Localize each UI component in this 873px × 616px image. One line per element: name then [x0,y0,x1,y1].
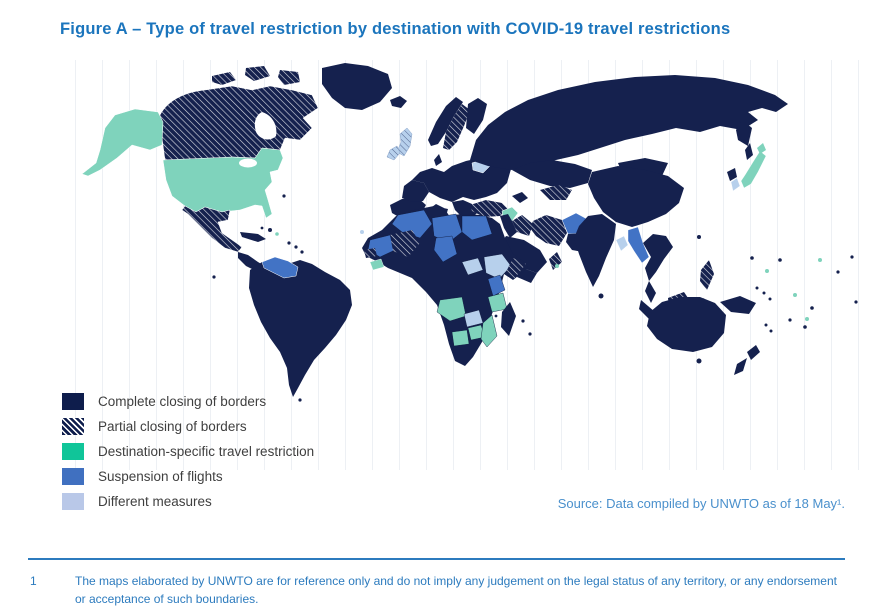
region-kamchatka [736,120,752,146]
region-southeast-asia [643,234,673,281]
region-iran [530,215,567,246]
legend-swatch-partial [62,418,84,435]
legend-label: Destination-specific travel restriction [98,444,315,459]
region-myanmar [627,226,650,264]
region-atlantic-islands [360,230,364,234]
region-kazakhstan [512,160,592,188]
region-levant [500,214,517,238]
region-pacific-islands-teal [765,258,822,321]
region-venezuela [261,256,299,279]
region-arctic-islands [212,66,300,85]
region-melanesia-islands [755,286,773,333]
region-finland [466,98,487,134]
region-south-america [249,260,352,397]
legend-item-destination: Destination-specific travel restriction [62,443,314,460]
region-cuba [240,232,266,242]
legend-label: Partial closing of borders [98,419,247,434]
region-bangladesh [615,235,629,252]
map-legend: Complete closing of borders Partial clos… [62,393,314,510]
region-new-zealand-north [747,345,760,360]
region-norway [428,97,463,146]
region-madagascar [501,302,516,336]
region-oman [549,252,562,270]
world-map-svg [81,63,858,402]
region-saudi-arabia [502,236,547,273]
region-algeria [391,209,433,239]
region-greenland [322,63,392,110]
legend-swatch-complete [62,393,84,410]
legend-item-different: Different measures [62,493,314,510]
legend-swatch-flights [62,468,84,485]
region-south-korea [730,177,741,192]
footnote: 1 The maps elaborated by UNWTO are for r… [30,572,845,608]
region-turkey [470,200,508,217]
region-libya [431,213,463,244]
region-uk [396,127,413,157]
region-iceland [390,96,407,108]
region-sweden [443,104,470,150]
region-canada [159,85,319,161]
region-chad [433,235,458,263]
legend-label: Suspension of flights [98,469,223,484]
region-caribbean-island-mint [275,232,279,236]
region-india [574,214,616,287]
great-lakes [239,158,257,168]
hudson-bay [254,112,277,140]
region-falkland-galapagos [212,275,302,402]
legend-label: Complete closing of borders [98,394,267,409]
region-mali [390,230,420,257]
region-north-korea [727,168,737,181]
world-map [75,60,865,470]
region-ireland [386,145,401,161]
legend-item-complete: Complete closing of borders [62,393,314,410]
region-malay-peninsula [645,281,656,303]
legend-item-partial: Partial closing of borders [62,418,314,435]
region-somalia [506,258,526,279]
region-hokkaido [757,143,766,154]
region-china [588,166,684,227]
region-taiwan [697,235,701,239]
region-new-zealand-south [734,358,747,375]
region-new-guinea [720,296,756,314]
region-philippines [700,260,714,290]
region-egypt [461,215,493,241]
region-senegal [364,248,377,258]
region-botswana [451,329,470,347]
footnote-text: The maps elaborated by UNWTO are for ref… [75,574,837,606]
region-caribbean-islands [260,194,304,254]
region-sri-lanka [598,293,604,299]
region-tasmania [696,358,702,364]
region-guinea [369,258,385,271]
legend-swatch-different [62,493,84,510]
footnote-marker: 1 [30,574,37,588]
legend-label: Different measures [98,494,212,509]
region-angola [436,296,467,322]
region-seychelles [555,264,559,268]
region-caucasus [512,192,528,203]
region-pacific-islands-navy [750,255,858,329]
region-mozambique [480,314,498,348]
legend-swatch-destination [62,443,84,460]
source-note: Source: Data compiled by UNWTO as of 18 … [557,496,845,511]
region-mexico [181,205,243,253]
region-alaska [81,108,164,177]
region-south-sudan [461,257,484,276]
region-indian-ocean-islands [494,314,532,336]
region-australia [647,297,726,352]
region-france [402,180,429,202]
region-denmark [434,154,442,166]
region-ethiopia [483,253,512,280]
legend-item-flights: Suspension of flights [62,468,314,485]
region-sakhalin [745,143,753,160]
region-iraq [512,215,533,236]
footnote-divider [28,558,845,560]
region-japan [740,150,767,189]
region-russia [470,75,788,170]
region-kenya [487,274,506,297]
region-uzbekistan [540,185,572,200]
figure-title: Figure A – Type of travel restriction by… [60,20,731,38]
